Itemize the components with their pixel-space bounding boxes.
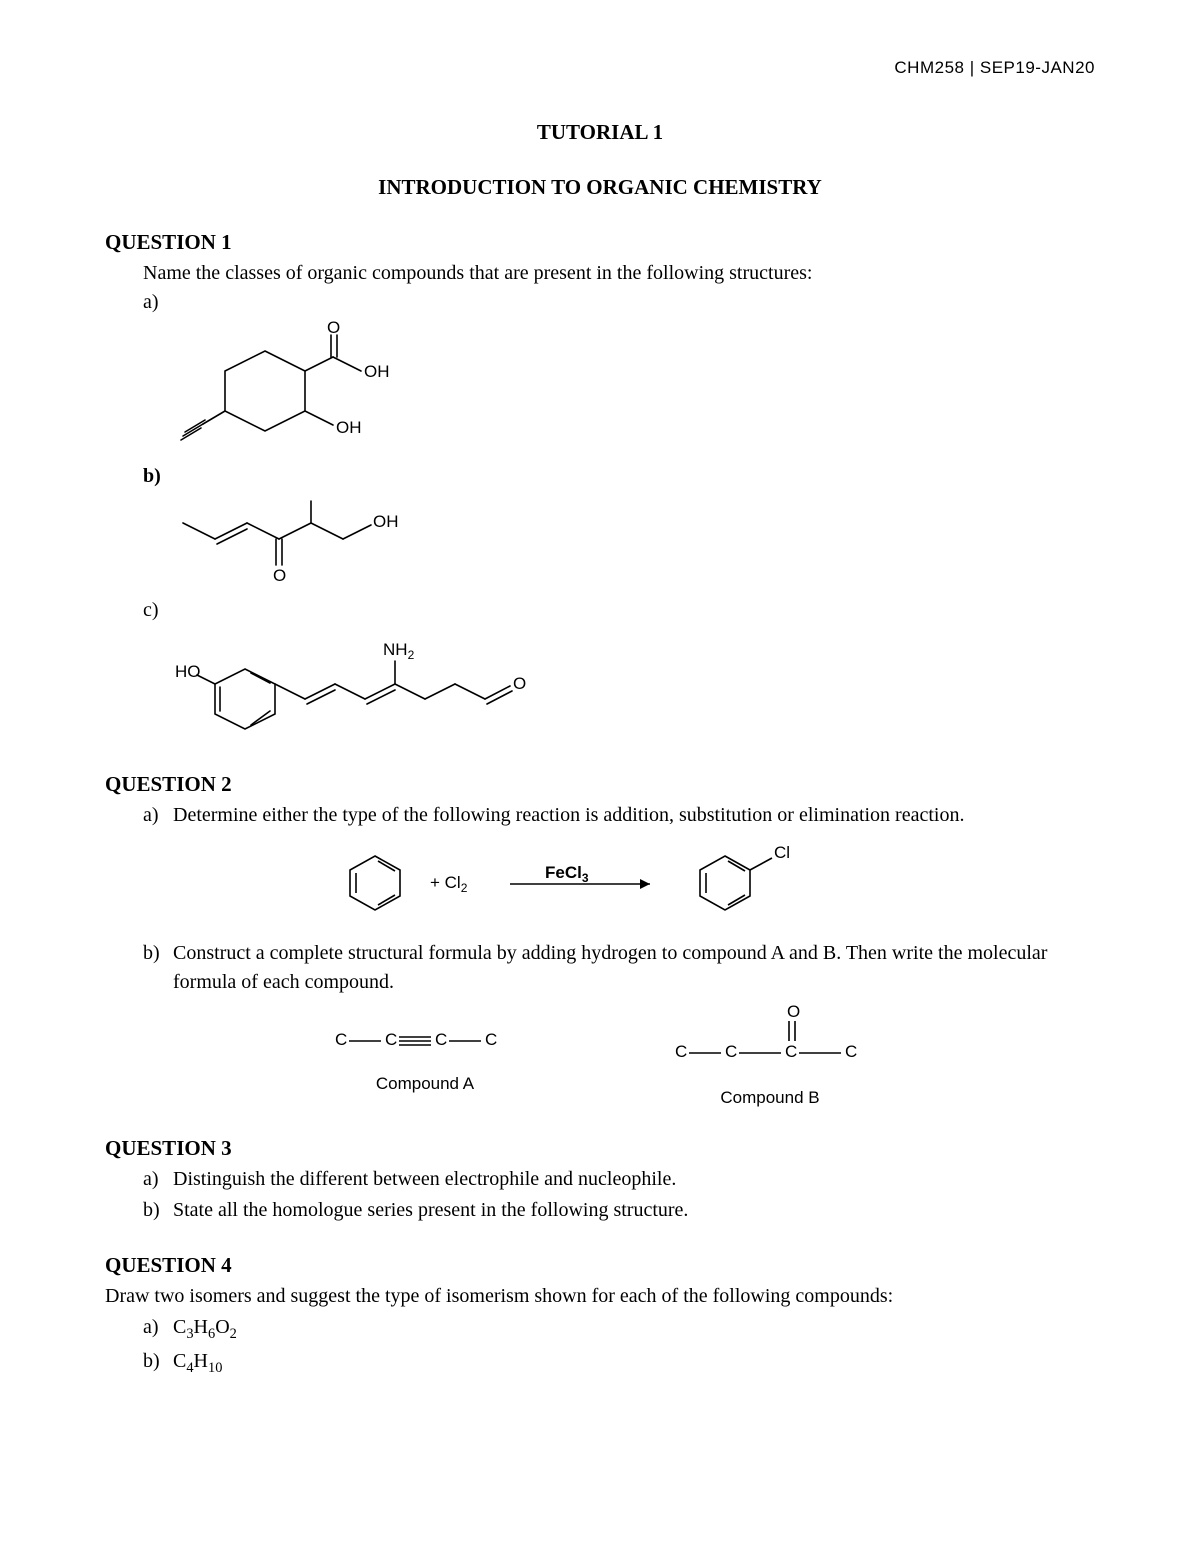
q2b: b) Construct a complete structural formu… <box>143 939 1095 997</box>
compound-a-label: Compound A <box>325 1074 525 1094</box>
q2b-label: b) <box>143 939 173 997</box>
page: CHM258 | SEP19-JAN20 TUTORIAL 1 INTRODUC… <box>0 0 1200 1553</box>
page-header: CHM258 | SEP19-JAN20 <box>105 58 1095 78</box>
q2a: a) Determine either the type of the foll… <box>143 801 1095 830</box>
product-cl: Cl <box>774 843 790 862</box>
plus-cl2: + Cl2 <box>430 873 468 895</box>
ca-c4: C <box>485 1030 497 1049</box>
q4b: b) C4H10 <box>143 1347 1095 1379</box>
label-NH2: NH2 <box>383 640 415 662</box>
q1b-label: b) <box>143 462 1095 491</box>
catalyst: FeCl3 <box>545 863 589 885</box>
ca-c2: C <box>385 1030 397 1049</box>
cb-c3: C <box>785 1042 797 1061</box>
label-HO: HO <box>175 662 201 681</box>
q1a-label: a) <box>143 288 1095 317</box>
compound-b-label: Compound B <box>665 1088 875 1108</box>
q4a-formula: C3H6O2 <box>173 1313 1095 1345</box>
compounds-row: C C C C Compound A O C C C <box>105 1003 1095 1108</box>
term: SEP19-JAN20 <box>980 58 1095 77</box>
q4-heading: QUESTION 4 <box>105 1253 1095 1278</box>
q2b-text: Construct a complete structural formula … <box>173 939 1095 997</box>
q1-prompt: Name the classes of organic compounds th… <box>143 259 1095 288</box>
q2a-text: Determine either the type of the followi… <box>173 801 1095 830</box>
q3b-text: State all the homologue series present i… <box>173 1196 1095 1225</box>
q1c-structure: HO NH2 O <box>175 629 1095 744</box>
ca-c1: C <box>335 1030 347 1049</box>
subject-title: INTRODUCTION TO ORGANIC CHEMISTRY <box>105 175 1095 200</box>
cb-c1: C <box>675 1042 687 1061</box>
compound-b: O C C C C Compound B <box>665 1003 875 1108</box>
tutorial-title: TUTORIAL 1 <box>105 120 1095 145</box>
q4a-label: a) <box>143 1313 173 1345</box>
q4a: a) C3H6O2 <box>143 1313 1095 1345</box>
q3a: a) Distinguish the different between ele… <box>143 1165 1095 1194</box>
q1a-structure: O OH OH <box>175 321 1095 456</box>
q3b-label: b) <box>143 1196 173 1225</box>
label-O-ald: O <box>513 674 526 693</box>
compound-a: C C C C Compound A <box>325 1003 525 1108</box>
ca-c3: C <box>435 1030 447 1049</box>
q3a-text: Distinguish the different between electr… <box>173 1165 1095 1194</box>
q3-heading: QUESTION 3 <box>105 1136 1095 1161</box>
q3b: b) State all the homologue series presen… <box>143 1196 1095 1225</box>
course-code: CHM258 <box>894 58 964 77</box>
header-sep: | <box>965 58 980 77</box>
cb-O: O <box>787 1003 800 1021</box>
label-OH-ring: OH <box>336 418 362 437</box>
cb-c4: C <box>845 1042 857 1061</box>
q4-prompt: Draw two isomers and suggest the type of… <box>105 1282 1095 1311</box>
q2-heading: QUESTION 2 <box>105 772 1095 797</box>
label-OH-b: OH <box>373 512 399 531</box>
q1b-structure: O OH <box>175 495 1095 590</box>
label-OH-acid: OH <box>364 362 390 381</box>
label-O-b: O <box>273 566 286 585</box>
q2-reaction: + Cl2 FeCl3 Cl <box>105 840 1095 925</box>
q3a-label: a) <box>143 1165 173 1194</box>
q4b-label: b) <box>143 1347 173 1379</box>
q4b-formula: C4H10 <box>173 1347 1095 1379</box>
q1-heading: QUESTION 1 <box>105 230 1095 255</box>
q2a-label: a) <box>143 801 173 830</box>
q1c-label: c) <box>143 596 1095 625</box>
cb-c2: C <box>725 1042 737 1061</box>
label-O: O <box>327 321 340 337</box>
